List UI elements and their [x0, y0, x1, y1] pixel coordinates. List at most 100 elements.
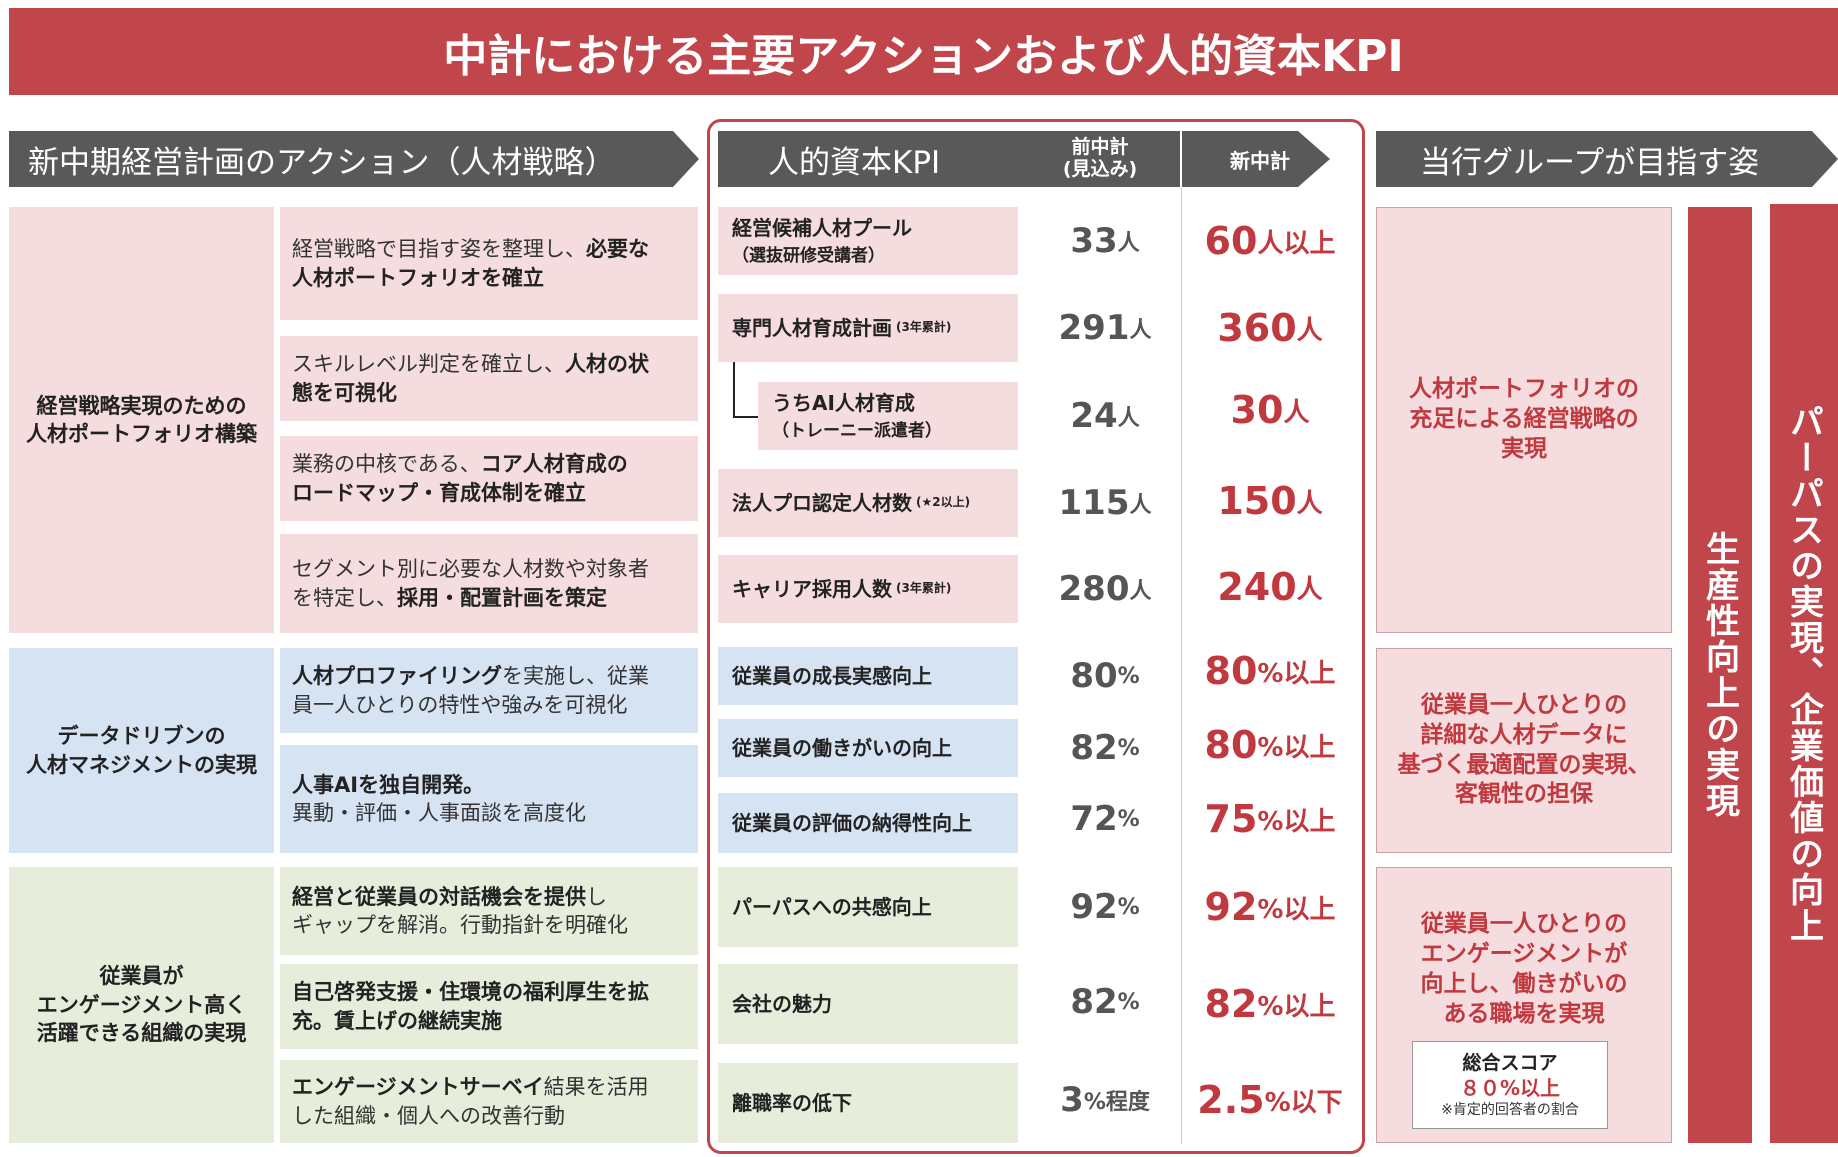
goal-line: エンゲージメントが: [1420, 940, 1628, 967]
kpi-note: (3年累計): [896, 581, 952, 596]
kpi-prev-value: 280 人: [1040, 555, 1170, 623]
kpi-prev-value: 33 人: [1040, 207, 1170, 275]
kpi-label: 法人プロ認定人材数 (★2以上): [718, 469, 1018, 537]
productivity-banner: 生産性向上の実現: [1688, 207, 1752, 1143]
kpi-prev-unit: %: [1117, 663, 1140, 689]
kpi-note: (3年累計): [896, 320, 952, 335]
kpi-prev-unit: %: [1117, 894, 1140, 920]
kpi-label: 従業員の評価の納得性向上: [718, 793, 1018, 853]
action-text: ギャップを解消。行動指針を明確化: [292, 913, 628, 937]
prev-plan-header: 前中計 (見込み): [1040, 131, 1160, 187]
kpi-prev-number: 72: [1070, 799, 1118, 839]
action-bold: ロードマップ・育成体制を確立: [292, 480, 586, 505]
kpi-header-label: 人的資本KPI: [768, 144, 941, 181]
kpi-name: 従業員の評価の納得性向上: [732, 811, 972, 835]
kpi-name: 従業員の成長実感向上: [732, 664, 932, 688]
kpi-next-number: 30: [1230, 388, 1284, 432]
kpi-prev-unit: %程度: [1083, 1090, 1150, 1115]
action-text: 業務の中核である、: [292, 452, 481, 477]
action-item: 人材プロファイリングを実施し、従業 員一人ひとりの特性や強みを可視化: [280, 648, 698, 733]
prev-plan-header-line2: (見込み): [1062, 158, 1138, 180]
kpi-next-unit: %以上: [1257, 894, 1336, 925]
action-bold: エンゲージメントサーベイ: [292, 1075, 544, 1100]
kpi-prev-unit: 人: [1117, 406, 1140, 431]
kpi-next-unit: %以上: [1257, 658, 1336, 689]
action-item: セグメント別に必要な人材数や対象者 を特定し、採用・配置計画を策定: [280, 534, 698, 633]
category-line: データドリブンの: [57, 724, 226, 749]
kpi-prev-number: 92: [1070, 887, 1118, 927]
action-text: した組織・個人への改善行動: [292, 1103, 565, 1128]
kpi-next-value: 150 人: [1190, 467, 1350, 535]
kpi-next-value: 92 %以上: [1190, 867, 1350, 947]
action-item: スキルレベル判定を確立し、人材の状 態を可視化: [280, 336, 698, 421]
action-text: セグメント別に必要な人材数や対象者: [292, 557, 649, 582]
kpi-sub: （選抜研修受講者）: [732, 245, 885, 266]
kpi-header-arrow: [718, 131, 1330, 187]
kpi-next-number: 2.5: [1197, 1078, 1265, 1122]
kpi-prev-value: 92%: [1040, 867, 1170, 947]
action-bold: 自己啓発支援・住環境の福利厚生を拡: [292, 980, 649, 1005]
kpi-prev-unit: 人: [1129, 318, 1152, 343]
goal-line: ある職場を実現: [1443, 1000, 1605, 1027]
kpi-label: キャリア採用人数 (3年累計): [718, 555, 1018, 623]
kpi-prev-unit: %: [1117, 735, 1140, 761]
action-item: エンゲージメントサーベイ結果を活用 した組織・個人への改善行動: [280, 1060, 698, 1143]
action-text: 経営戦略で目指す姿を整理し、: [292, 237, 586, 262]
kpi-next-number: 75: [1204, 797, 1258, 841]
kpi-label: パーパスへの共感向上: [718, 867, 1018, 947]
kpi-next-unit: %以上: [1257, 806, 1336, 837]
action-bold: 経営と従業員の対話機会を提供: [292, 884, 586, 909]
kpi-next-unit: %以下: [1264, 1087, 1343, 1118]
kpi-name: 離職率の低下: [732, 1091, 852, 1115]
kpi-next-number: 82: [1204, 982, 1258, 1026]
kpi-label: 経営候補人材プール （選抜研修受講者）: [718, 207, 1018, 275]
kpi-prev-number: 82: [1070, 728, 1118, 768]
action-bold: 人事AIを独自開発。: [292, 772, 485, 797]
action-item: 自己啓発支援・住環境の福利厚生を拡 充。賃上げの継続実施: [280, 964, 698, 1049]
action-text: を実施し、従業: [502, 664, 649, 689]
kpi-next-value: 75 %以上: [1190, 790, 1350, 848]
kpi-label: 専門人材育成計画 (3年累計): [718, 294, 1018, 362]
kpi-prev-unit: 人: [1129, 493, 1152, 518]
kpi-next-value: 240 人: [1190, 553, 1350, 621]
kpi-prev-number: 24: [1070, 396, 1118, 436]
kpi-prev-value: 82%: [1040, 962, 1170, 1042]
kpi-next-number: 80: [1204, 723, 1258, 767]
sub-item-connector: [733, 362, 760, 418]
column-divider: [1181, 187, 1182, 1144]
kpi-next-unit: 人: [1296, 315, 1323, 346]
total-score-box: 総合スコア ８０%以上 ※肯定的回答者の割合: [1412, 1041, 1608, 1129]
kpi-name: 従業員の働きがいの向上: [732, 736, 952, 760]
action-item: 人事AIを独自開発。 異動・評価・人事面談を高度化: [280, 745, 698, 853]
kpi-prev-number: 115: [1058, 483, 1130, 523]
action-text: し: [586, 884, 607, 909]
kpi-prev-value: 80%: [1040, 647, 1170, 705]
kpi-next-number: 360: [1217, 306, 1297, 350]
kpi-next-number: 240: [1217, 565, 1297, 609]
action-bold: 人材の状: [565, 352, 649, 377]
kpi-note: (★2以上): [916, 495, 971, 510]
kpi-next-value: 60 人以上: [1190, 207, 1350, 275]
goal-line: 従業員一人ひとりの: [1420, 911, 1628, 937]
kpi-prev-value: 82%: [1040, 719, 1170, 777]
kpi-label: 従業員の働きがいの向上: [718, 719, 1018, 777]
kpi-prev-number: 82: [1070, 982, 1118, 1022]
action-text: を特定し、: [292, 585, 397, 610]
kpi-frame: [707, 119, 1365, 1154]
right-header-label: 当行グループが目指す姿: [1420, 144, 1760, 181]
kpi-prev-number: 80: [1070, 656, 1118, 696]
page-title: 中計における主要アクションおよび人的資本KPI: [9, 8, 1838, 95]
kpi-label: 離職率の低下: [718, 1063, 1018, 1143]
kpi-next-value: 82 %以上: [1190, 964, 1350, 1044]
goal-line: 実現: [1501, 435, 1547, 462]
kpi-next-value: 30 人: [1190, 376, 1350, 444]
action-bold: 必要な: [586, 237, 649, 262]
kpi-name: 法人プロ認定人材数: [732, 491, 912, 515]
kpi-name: 会社の魅力: [732, 992, 832, 1016]
action-text: スキルレベル判定を確立し、: [292, 352, 565, 377]
kpi-prev-value: 24 人: [1040, 382, 1170, 450]
category-line: 人材ポートフォリオ構築: [26, 422, 257, 446]
kpi-next-value: 80 %以上: [1190, 716, 1350, 774]
action-bold: コア人材育成の: [480, 452, 628, 477]
category-line: 活躍できる組織の実現: [36, 1021, 247, 1046]
